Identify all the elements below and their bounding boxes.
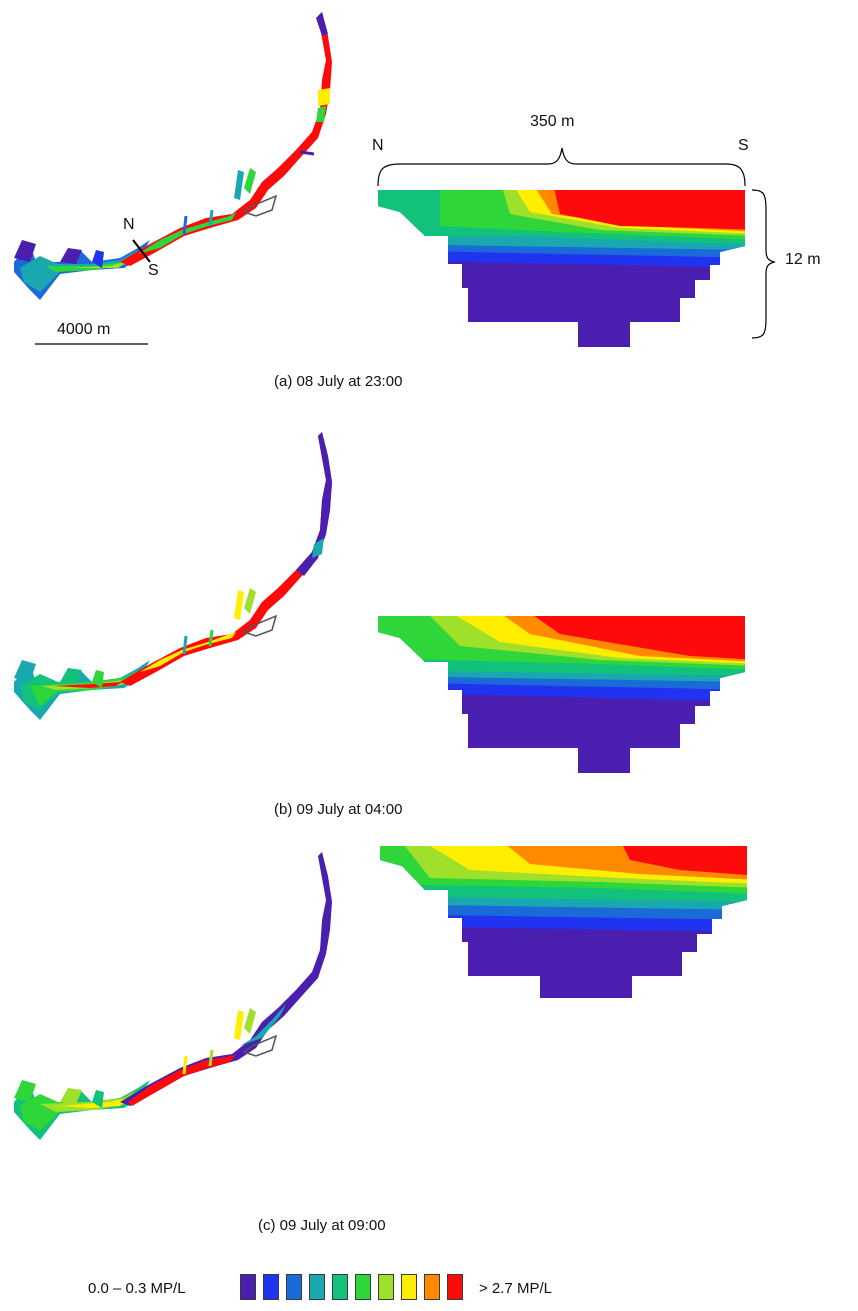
transect-south-label: S <box>148 262 159 279</box>
legend-swatch <box>286 1274 302 1300</box>
estuary-map-a <box>14 12 332 300</box>
panel-c-graphics <box>14 846 747 1140</box>
estuary-map-b <box>14 432 332 720</box>
legend-swatch <box>378 1274 394 1300</box>
legend-max-label: > 2.7 MP/L <box>479 1280 552 1297</box>
section-south-label: S <box>738 137 749 154</box>
section-north-label: N <box>372 137 384 154</box>
estuary-map-c <box>14 852 332 1140</box>
color-legend: 0.0 – 0.3 MP/L > 2.7 MP/L <box>0 1263 858 1311</box>
legend-swatch <box>401 1274 417 1300</box>
panel-b-graphics <box>14 432 745 773</box>
cross-section-c <box>380 846 747 998</box>
panel-c: (c) 09 July at 09:00 <box>0 840 858 1250</box>
legend-swatch <box>309 1274 325 1300</box>
panel-b: (b) 09 July at 04:00 <box>0 420 858 830</box>
legend-swatch <box>263 1274 279 1300</box>
legend-swatch <box>355 1274 371 1300</box>
panel-a: N S 4000 m 350 m N S 12 m (a) 08 July at… <box>0 0 858 400</box>
transect-north-label: N <box>123 216 135 233</box>
scale-bar-label: 4000 m <box>57 321 111 338</box>
caption-a: (a) 08 July at 23:00 <box>274 373 403 390</box>
legend-swatch <box>332 1274 348 1300</box>
panel-a-graphics <box>14 12 776 347</box>
cross-section-a <box>377 147 776 347</box>
legend-swatch <box>240 1274 256 1300</box>
cross-section-b <box>378 616 745 773</box>
section-width-label: 350 m <box>530 113 575 130</box>
caption-b: (b) 09 July at 04:00 <box>274 801 403 818</box>
caption-c: (c) 09 July at 09:00 <box>258 1217 386 1234</box>
legend-swatch <box>447 1274 463 1300</box>
legend-min-label: 0.0 – 0.3 MP/L <box>88 1280 186 1297</box>
section-depth-label: 12 m <box>785 251 821 268</box>
transect-line <box>132 239 151 263</box>
legend-swatch <box>424 1274 440 1300</box>
